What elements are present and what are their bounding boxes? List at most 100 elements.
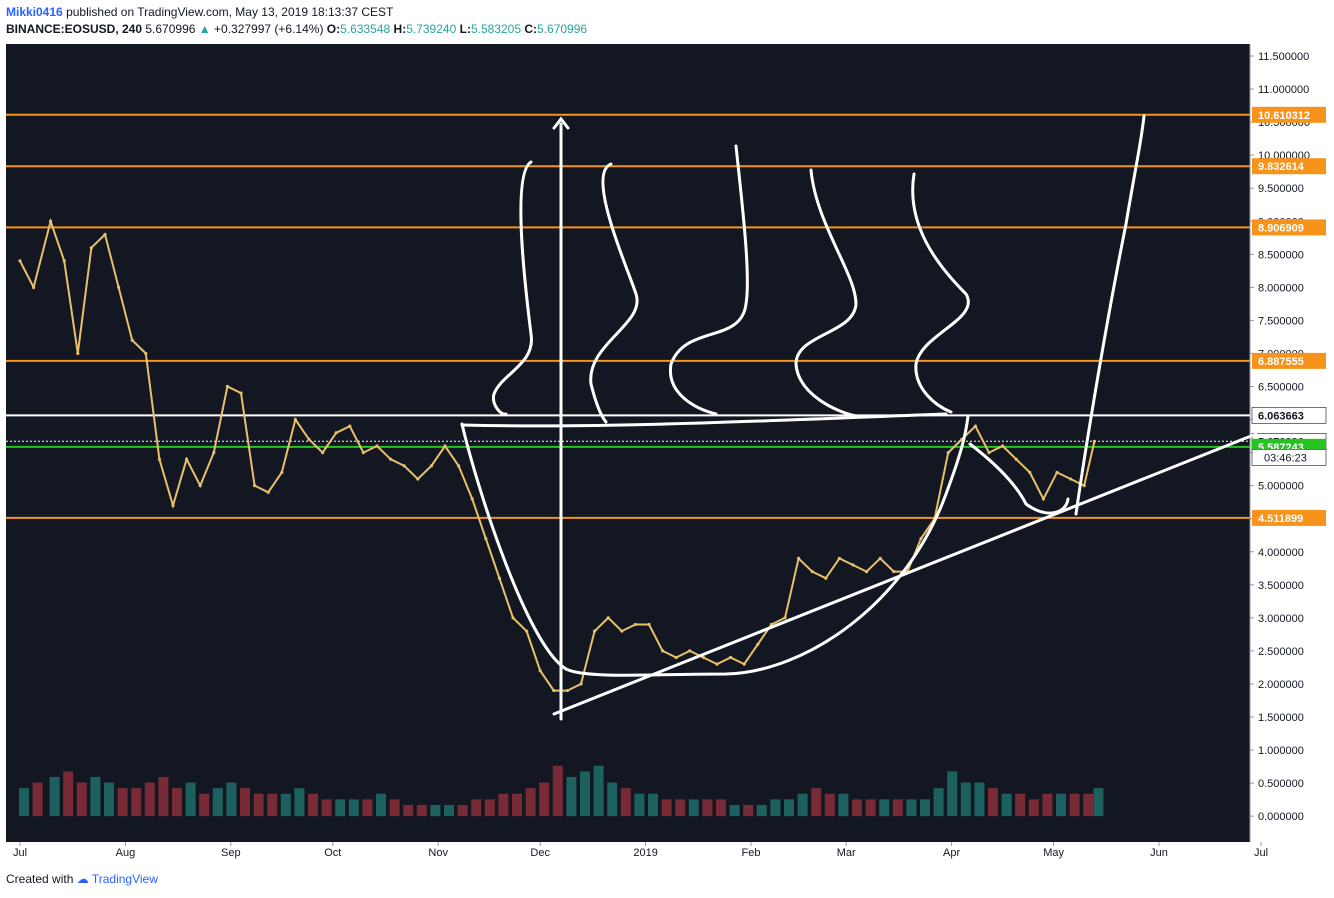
price-point: [321, 451, 325, 455]
price-point: [1069, 477, 1073, 481]
low-value: 5.583205: [470, 22, 521, 36]
price-point: [117, 285, 121, 289]
annotation-stroke: [552, 432, 1258, 716]
price-point: [837, 556, 842, 560]
annotation-stroke: [794, 168, 858, 418]
price-point: [334, 431, 338, 435]
x-tick-label: Oct: [324, 847, 341, 859]
volume-bar: [63, 771, 74, 817]
price-point: [851, 563, 855, 567]
volume-bar: [580, 771, 590, 817]
price-point: [797, 556, 801, 560]
volume-bar: [920, 799, 930, 817]
high-value: 5.739240: [406, 22, 457, 36]
price-point: [620, 629, 624, 633]
price-point: [144, 351, 148, 356]
price-point: [946, 451, 950, 455]
volume-bar: [1015, 793, 1026, 817]
price-point: [661, 649, 665, 653]
price-point: [239, 391, 243, 395]
countdown-label: 03:46:23: [1264, 452, 1307, 464]
price-point: [130, 338, 134, 342]
price-point: [973, 424, 978, 428]
volume-bar: [797, 793, 808, 817]
volume-bar: [661, 799, 672, 817]
volume-bar: [389, 799, 400, 817]
volume-bar: [253, 793, 264, 817]
price-point: [266, 490, 270, 494]
level-label: 10.610312: [1258, 110, 1310, 122]
price-point: [157, 457, 161, 461]
price-point: [280, 470, 284, 475]
volume-bar: [471, 799, 482, 817]
x-tick-label: May: [1043, 847, 1064, 859]
annotation-stroke: [1074, 114, 1146, 516]
author-link[interactable]: Mikki0416: [6, 5, 63, 19]
price-point: [892, 569, 896, 574]
close-value: 5.670996: [537, 22, 588, 36]
x-tick-label: 2019: [633, 847, 657, 859]
volume-bar: [892, 799, 903, 817]
volume-bar: [104, 782, 114, 817]
volume-bar: [172, 788, 182, 817]
volume-bar: [212, 788, 223, 817]
volume-bar: [607, 782, 618, 817]
price-point: [293, 417, 297, 422]
price-point: [402, 464, 406, 468]
price-point: [375, 444, 379, 448]
chart-svg[interactable]: 11.50000011.00000010.50000010.0000009.50…: [6, 44, 1328, 860]
x-tick-label: Apr: [943, 847, 960, 859]
volume-bar: [403, 804, 414, 817]
price-point: [1014, 457, 1018, 461]
level-label: 9.832614: [1258, 161, 1305, 173]
price-point: [701, 655, 706, 660]
price-point: [307, 437, 311, 441]
price-point: [416, 477, 420, 481]
volume-bar: [716, 799, 726, 817]
volume-bar: [539, 782, 550, 817]
volume-bar: [852, 799, 862, 817]
created-with-text: Created with: [6, 872, 74, 886]
y-tick-label: 4.000000: [1258, 547, 1304, 559]
chart-area[interactable]: 11.500000 11.000000 10.500000 10.000000 9.50…: [6, 44, 1328, 860]
price-point: [810, 569, 814, 574]
volume-bar: [457, 804, 468, 817]
price-point: [579, 682, 583, 686]
y-tick-label: 5.000000: [1258, 481, 1304, 493]
volume-bar: [117, 788, 128, 817]
x-tick-label: Jun: [1150, 847, 1168, 859]
volume-bar: [729, 804, 740, 817]
price-point: [538, 669, 542, 673]
level-label: 8.906909: [1258, 222, 1304, 234]
annotation-stroke: [669, 144, 749, 416]
x-tick-label: Jul: [13, 847, 27, 859]
plot-background: [6, 44, 1250, 842]
y-tick-label: 9.500000: [1258, 183, 1304, 195]
price-point: [103, 232, 107, 237]
published-text: published on TradingView.com, May 13, 20…: [66, 5, 394, 19]
price-point: [878, 556, 882, 560]
x-tick-label: Sep: [221, 847, 241, 859]
price-point: [76, 351, 80, 356]
volume-bar: [32, 782, 43, 817]
level-label: 6.887555: [1258, 356, 1304, 368]
price-point: [729, 655, 733, 660]
volume-bar: [131, 788, 142, 817]
volume-bar: [865, 799, 876, 817]
volume-bar: [824, 793, 835, 817]
price-point: [49, 219, 53, 223]
volume-bar: [988, 788, 998, 817]
y-tick-label: 8.000000: [1258, 282, 1304, 294]
volume-bar: [49, 776, 60, 817]
volume-bar: [76, 782, 87, 817]
volume-bar: [308, 793, 318, 817]
price-point: [783, 616, 787, 620]
volume-bar: [634, 793, 645, 817]
x-tick-label: Jul: [1254, 847, 1268, 859]
volume-bar: [1069, 793, 1080, 817]
y-tick-label: 0.500000: [1258, 778, 1304, 790]
price-point: [633, 622, 638, 627]
y-tick-label: 1.500000: [1258, 712, 1304, 724]
tradingview-link[interactable]: TradingView: [91, 872, 158, 886]
volume-bar: [1042, 793, 1053, 817]
